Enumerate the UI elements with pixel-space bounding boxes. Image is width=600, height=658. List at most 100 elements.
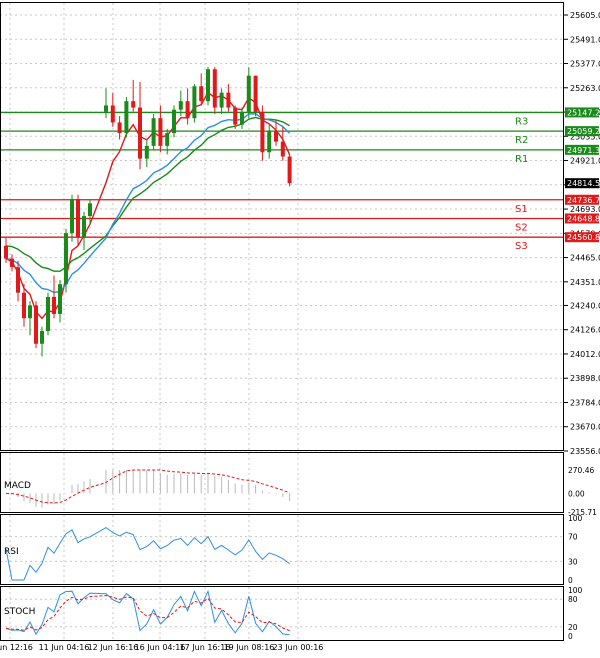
candle-body [165, 133, 170, 146]
y-tick-label: 25035.0 [570, 132, 600, 141]
candle-body [226, 92, 231, 108]
candle-body [206, 69, 210, 102]
price-axis: 25605.025491.025377.025263.025149.025035… [564, 11, 600, 456]
candle-body [212, 69, 217, 108]
rsi-tick-label: 0 [568, 576, 573, 585]
candle-body [124, 101, 129, 134]
level-price-label: 24560.8 [567, 233, 600, 242]
rsi-tick-label: 70 [568, 533, 578, 542]
macd-signal-line [5, 469, 290, 504]
level-name-s1: S1 [515, 204, 528, 215]
candle-body [280, 141, 285, 157]
y-tick-label: 24693.0 [570, 205, 600, 214]
candle-body [34, 305, 38, 344]
candle-body [52, 296, 56, 314]
panel-frame-2 [0, 514, 564, 585]
candle-body [246, 75, 251, 112]
level-name-r1: R1 [515, 154, 528, 165]
level-price-label: 24648.8 [567, 214, 600, 223]
level-name-r2: R2 [515, 135, 528, 146]
x-tick-label: 12 Jun 16:16 [88, 643, 139, 652]
candle-body [260, 111, 265, 153]
candle-body [28, 305, 32, 319]
y-tick-label: 24126.0 [570, 326, 600, 335]
candle-body [192, 86, 197, 119]
stoch-tick-label: 80 [568, 595, 578, 604]
candle-body [4, 245, 8, 259]
macd-tick-label: 270.46 [568, 466, 594, 475]
candle-body [144, 145, 149, 159]
candle-body [110, 105, 115, 123]
candle-body [82, 216, 86, 238]
candle-body [151, 118, 156, 146]
candle-body [274, 130, 278, 142]
stoch-tick-label: 20 [568, 623, 578, 632]
x-tick-label: 16 Jun 04:16 [135, 643, 186, 652]
macd-label: MACD [4, 481, 31, 491]
y-tick-label: 23898.0 [570, 374, 600, 383]
candle-body [131, 101, 136, 108]
panel-frame-3 [0, 586, 564, 641]
y-tick-label: 23784.0 [570, 398, 600, 407]
candle-body [178, 101, 183, 110]
stoch-tick-label: 0 [568, 632, 573, 641]
candle-body [138, 107, 142, 159]
current-price-box [565, 178, 599, 189]
candle-body [64, 233, 68, 285]
level-price-box [565, 144, 599, 155]
y-tick-label: 23670.0 [570, 423, 600, 432]
macd-tick-label: -215.71 [568, 508, 597, 517]
level-price-box [565, 194, 599, 205]
y-tick-label: 25263.0 [570, 84, 600, 93]
pivot-levels: R3 R2 R1 S1 S2 S3 [0, 111, 564, 252]
y-tick-label: 25491.0 [570, 35, 600, 44]
level-price-box [565, 126, 599, 137]
candle-body [219, 92, 224, 108]
rsi-line [5, 527, 290, 581]
y-tick-label: 25605.0 [570, 11, 600, 20]
panel-frame-1 [0, 452, 564, 513]
level-name-s2: S2 [515, 222, 528, 233]
candle-body [40, 330, 44, 344]
candle-body [287, 156, 292, 184]
y-tick-label: 25377.0 [570, 60, 600, 69]
candle-body [117, 122, 122, 134]
candle-body [267, 130, 272, 153]
candle-body [185, 101, 190, 119]
candle-body [70, 199, 74, 234]
current-price-label: 24814.5 [567, 179, 600, 188]
rsi-tick-label: 100 [568, 514, 583, 523]
level-price-box [565, 213, 599, 224]
level-price-label: 25147.2 [567, 108, 600, 117]
level-price-label: 24736.7 [567, 196, 600, 205]
macd-tick-label: 0.00 [568, 489, 585, 498]
level-price-box [565, 107, 599, 118]
candle-body [199, 86, 204, 102]
panel-frames [0, 2, 564, 641]
stoch-main-line [5, 589, 290, 636]
panel-frame-0 [0, 2, 564, 451]
candle-body [88, 203, 92, 217]
y-tick-label: 24351.0 [570, 278, 600, 287]
rsi-tick-label: 30 [568, 557, 578, 566]
x-tick-label: 23 Jun 00:16 [273, 643, 324, 652]
candle-body [158, 118, 163, 146]
rsi-label: RSI [4, 547, 19, 557]
level-price-label: 24971.3 [567, 146, 600, 155]
candle-body [76, 199, 80, 238]
candle-body [10, 258, 14, 268]
stoch-label: STOCH [4, 607, 35, 617]
candle-body [46, 296, 50, 331]
candle-body [104, 105, 108, 112]
candle-body [172, 109, 176, 134]
indicator-panels: MACD 270.46 0.00 -215.71 RSI 100 70 30 0 STOCH 100… [0, 466, 597, 641]
level-name-s3: S3 [515, 241, 528, 252]
x-tick-label: 19 Jun 08:16 [224, 643, 275, 652]
x-tick-label: 9 Jun 12:16 [0, 643, 33, 652]
y-tick-label: 24012.0 [570, 350, 600, 359]
y-tick-label: 23556.0 [570, 447, 600, 456]
x-tick-label: 17 Jun 16:16 [180, 643, 231, 652]
stoch-tick-label: 100 [568, 586, 583, 595]
